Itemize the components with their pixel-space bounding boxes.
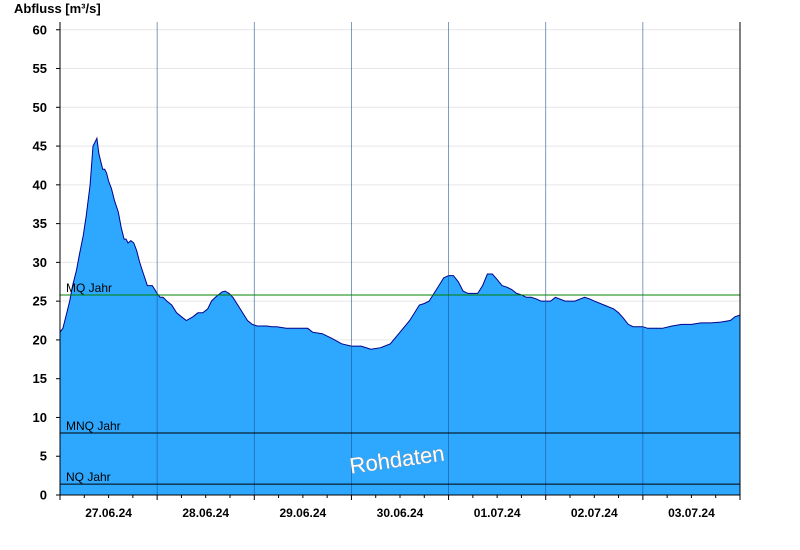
x-tick-label: 28.06.24 [182,506,229,520]
y-tick-label: 15 [33,371,47,386]
x-tick-label: 29.06.24 [279,506,326,520]
y-tick-label: 25 [33,294,47,309]
x-tick-label: 01.07.24 [474,506,521,520]
y-tick-label: 35 [33,216,47,231]
series-area-fill [60,138,740,496]
y-tick-label: 40 [33,177,47,192]
x-tick-label: 02.07.24 [571,506,618,520]
y-tick-label: 55 [33,61,47,76]
y-tick-label: 45 [33,139,47,154]
y-tick-layer: 0 5 10 15 20 25 30 35 40 45 50 55 60 [33,22,60,503]
reference-line-label: MNQ Jahr [66,419,121,433]
y-tick-label: 10 [33,410,47,425]
reference-line-label: NQ Jahr [66,470,111,484]
y-tick-label: 50 [33,100,47,115]
reference-line-layer: MQ Jahr MNQ Jahr NQ Jahr [60,281,740,485]
y-tick-label: 30 [33,255,47,270]
x-tick-label: 30.06.24 [377,506,424,520]
y-tick-label: 0 [40,488,47,503]
series-area-outline [59,136,741,350]
y-tick-label: 20 [33,332,47,347]
series-area-layer [59,136,741,496]
reference-line-label: MQ Jahr [66,281,112,295]
y-tick-label: 60 [33,22,47,37]
day-divider-layer [156,22,644,495]
x-tick-label: 27.06.24 [85,506,132,520]
y-tick-label: 5 [40,449,47,464]
y-axis-label: Abfluss [m³/s] [14,1,101,16]
x-tick-layer: 27.06.24 28.06.24 29.06.24 30.06.24 01.07.24… [59,495,741,520]
x-tick-label: 03.07.24 [668,506,715,520]
